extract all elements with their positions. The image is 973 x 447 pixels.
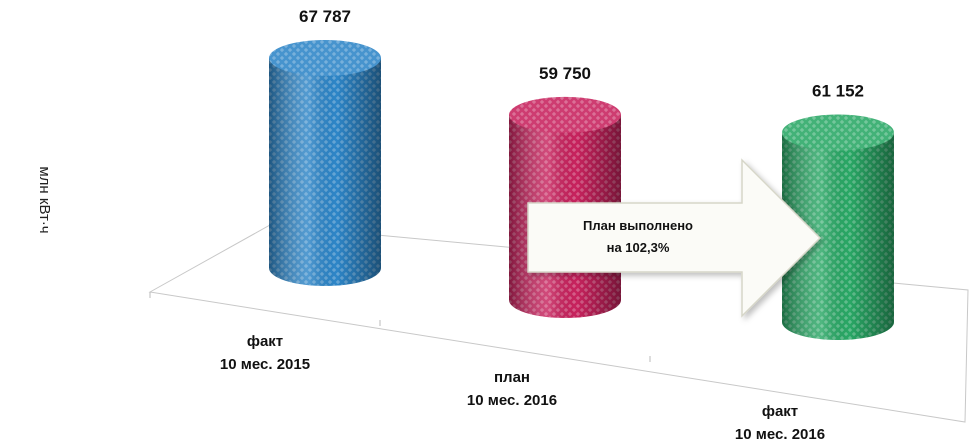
labels-group: 67 787 59 750 61 152 факт 10 мес. 2015 план 10…	[220, 7, 864, 443]
bar-3	[782, 114, 894, 340]
value-label: 59 750	[539, 64, 591, 83]
bar-1	[269, 40, 381, 286]
bar-top-highlight	[509, 96, 621, 133]
plan-arrow	[527, 158, 822, 318]
bars-group	[269, 40, 894, 340]
bar-top-texture	[509, 96, 621, 133]
category-label: 10 мес. 2016	[467, 392, 557, 409]
category-label: 10 мес. 2015	[220, 356, 310, 373]
annotation-line-1: План выполнено	[583, 218, 693, 233]
value-label: 67 787	[299, 7, 351, 26]
category-label: факт	[247, 333, 283, 350]
bar-top-texture	[269, 40, 381, 76]
chart-floor	[148, 224, 969, 423]
bar-top-highlight	[782, 114, 894, 151]
bar-top-texture	[782, 114, 894, 151]
value-label: 61 152	[812, 82, 864, 101]
bar-top-highlight	[269, 40, 381, 76]
category-label: 10 мес. 2016	[735, 426, 825, 443]
bar-shading	[782, 132, 894, 340]
category-label: план	[494, 369, 530, 386]
bar-shading	[269, 58, 381, 286]
annotation-line-2: на 102,3%	[607, 240, 670, 255]
category-label: факт	[762, 403, 798, 420]
